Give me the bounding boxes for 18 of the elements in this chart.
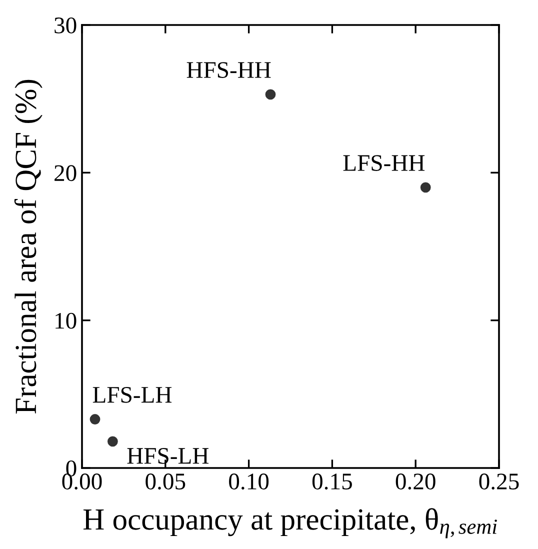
point <box>90 414 100 424</box>
point <box>420 182 431 193</box>
x-tick-label: 0.05 <box>146 474 186 490</box>
annotation: HFS-HH <box>186 62 271 78</box>
annotation: HFS-LH <box>127 448 209 464</box>
annotation: LFS-HH <box>343 155 425 171</box>
x-axis-title: H occupancy at precipitate, θ$_{η,semi}$ <box>83 508 497 538</box>
y-tick-label: 10 <box>56 312 76 329</box>
x-tick-label: 0.20 <box>396 474 436 490</box>
y-tick-label: 20 <box>54 165 76 182</box>
x-tick-label: 0.10 <box>229 474 269 490</box>
annotation: LFS-LH <box>92 386 172 403</box>
point <box>107 436 118 447</box>
point <box>265 89 276 100</box>
x-tick-label: 0.25 <box>479 474 519 490</box>
y-tick-label: 30 <box>54 17 76 34</box>
x-tick-label: 0.15 <box>312 474 352 490</box>
y-axis-title: Fractional area of QCF (%) <box>14 80 42 414</box>
